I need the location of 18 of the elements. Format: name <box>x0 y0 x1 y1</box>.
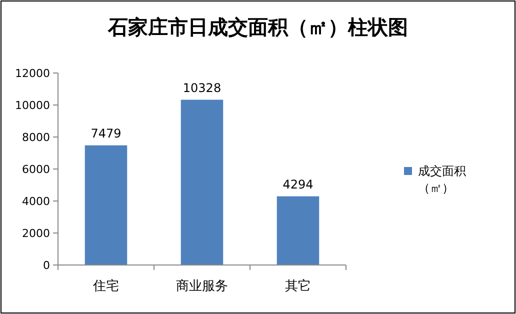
legend-label: 成交面积（㎡） <box>418 164 466 195</box>
data-label: 10328 <box>182 80 222 95</box>
y-tick-label: 2000 <box>22 227 50 240</box>
bar <box>84 145 128 265</box>
data-label: 4294 <box>282 177 314 192</box>
y-tick-label: 10000 <box>15 99 50 112</box>
x-tick-label: 商业服务 <box>176 279 228 294</box>
bar <box>180 100 224 265</box>
chart-title: 石家庄市日成交面积（㎡）柱状图 <box>107 15 408 39</box>
x-tick-label: 住宅 <box>92 278 119 294</box>
y-tick-label: 4000 <box>22 195 50 208</box>
y-tick-label: 6000 <box>22 163 50 176</box>
bar <box>276 196 320 265</box>
y-tick-label: 12000 <box>15 67 50 80</box>
x-tick-label: 其它 <box>285 278 311 294</box>
data-label: 7479 <box>90 126 122 140</box>
y-tick-label: 8000 <box>22 131 50 144</box>
y-tick-label: 0 <box>43 259 50 272</box>
